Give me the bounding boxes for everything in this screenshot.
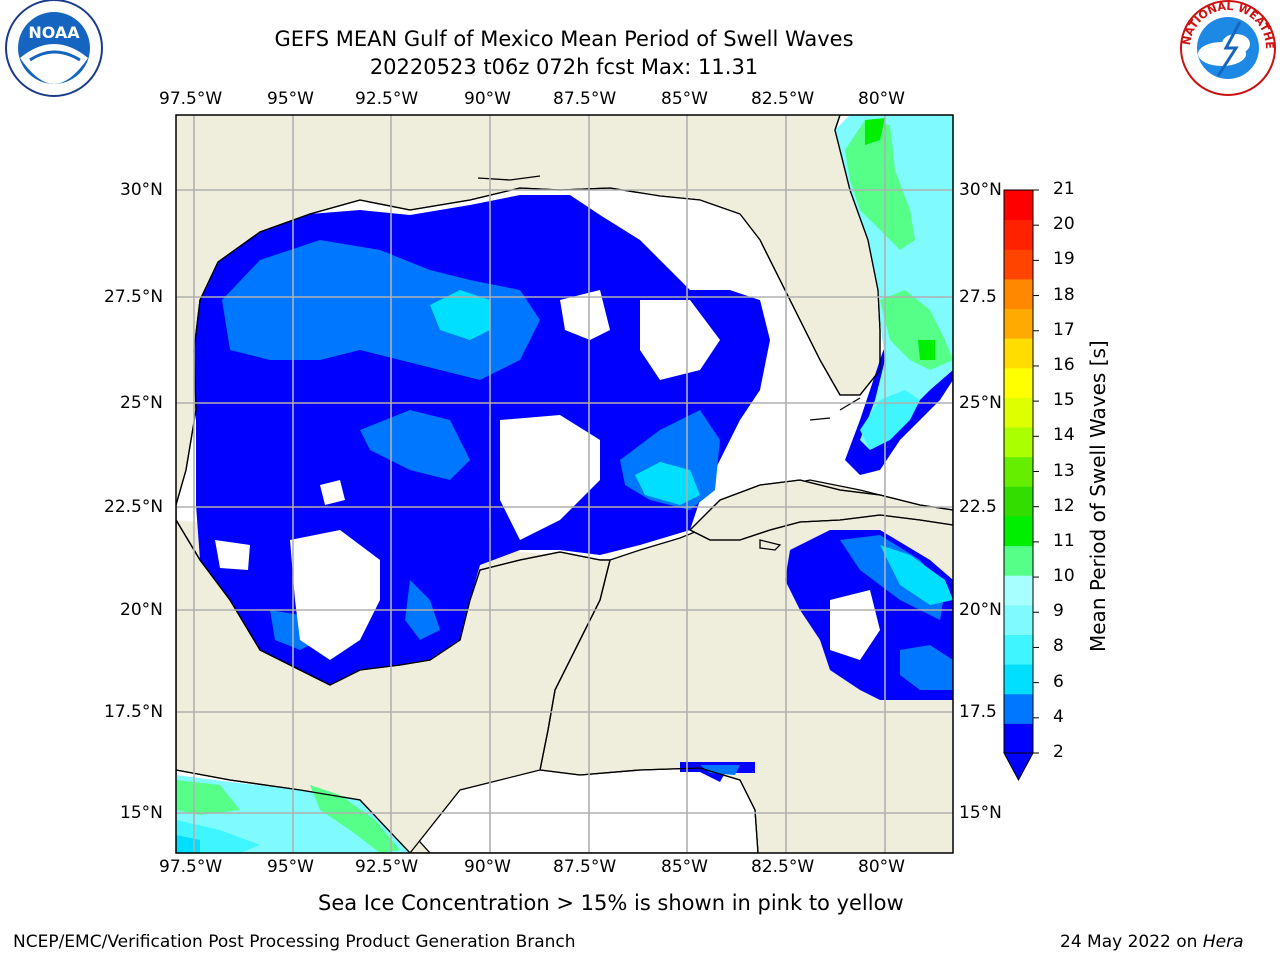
lat-label-right-1: 27.5 [959, 287, 997, 307]
colorbar-tick-label: 6 [1053, 671, 1064, 692]
swell-field-gulf [194, 190, 775, 685]
lon-label-top-2: 92.5°W [355, 89, 419, 109]
lon-label-bottom-5: 85°W [661, 857, 708, 877]
svg-text:NATIONAL WEATHER SERVICE: NATIONAL WEATHER SERVICE [0, 0, 1276, 49]
lat-label-left-2: 25°N [120, 393, 163, 413]
lon-label-top-4: 87.5°W [553, 89, 617, 109]
lat-label-left-6: 15°N [120, 803, 163, 823]
lat-label-right-5: 17.5 [959, 702, 997, 722]
map-area [176, 115, 953, 853]
colorbar-segment [1004, 664, 1033, 695]
colorbar-segment [1004, 367, 1033, 398]
lon-label-top-6: 82.5°W [751, 89, 815, 109]
lat-label-right-0: 30°N [959, 180, 1002, 200]
lat-label-right-6: 15°N [959, 803, 1002, 823]
map-frame [175, 114, 954, 854]
colorbar-tick-label: 9 [1053, 601, 1064, 622]
lon-label-bottom-7: 80°W [858, 857, 905, 877]
lat-label-left-3: 22.5°N [104, 497, 164, 517]
colorbar-tick-label: 8 [1053, 636, 1064, 657]
noaa-logo: NOAA [5, 0, 103, 97]
swell-field-atlantic [835, 115, 953, 475]
colorbar [1003, 189, 1039, 782]
nws-logo-text: NATIONAL WEATHER SERVICE [0, 0, 1276, 49]
colorbar-segment [1004, 545, 1033, 576]
colorbar-tick-label: 4 [1053, 706, 1064, 727]
colorbar-tick-label: 12 [1053, 495, 1075, 516]
lat-label-right-2: 25°N [959, 393, 1002, 413]
colorbar-segment [1004, 723, 1033, 754]
noaa-logo-text: NOAA [28, 23, 80, 42]
colorbar-tick-label: 18 [1053, 284, 1075, 305]
lat-label-right-4: 20°N [959, 600, 1002, 620]
lat-label-right-3: 22.5 [959, 497, 997, 517]
lon-label-top-0: 97.5°W [159, 89, 223, 109]
colorbar-segment [1004, 338, 1033, 369]
lat-label-left-4: 20°N [120, 600, 163, 620]
colorbar-segment [1004, 190, 1033, 221]
colorbar-segment [1004, 249, 1033, 280]
nws-logo: NATIONAL WEATHER SERVICE [0, 0, 1276, 96]
colorbar-tick-label: 16 [1053, 354, 1075, 375]
colorbar-label: Mean Period of Swell Waves [s] [1086, 340, 1110, 652]
colorbar-extend-arrow [1003, 752, 1034, 782]
colorbar-tick-label: 14 [1053, 425, 1075, 446]
colorbar-tick-label: 15 [1053, 390, 1075, 411]
colorbar-tick-label: 21 [1053, 179, 1075, 199]
lat-label-left-0: 30°N [120, 180, 163, 200]
colorbar-segment [1004, 486, 1033, 517]
colorbar-tick-label: 10 [1053, 566, 1075, 587]
footer-machine: Hera [1202, 932, 1244, 952]
lon-label-top-7: 80°W [858, 89, 905, 109]
lon-label-bottom-4: 87.5°W [553, 857, 617, 877]
colorbar-segment [1004, 456, 1033, 487]
lat-label-left-5: 17.5°N [104, 702, 164, 722]
lat-label-left-1: 27.5°N [104, 287, 164, 307]
gridlines [176, 115, 953, 853]
colorbar-tick-label: 17 [1053, 319, 1075, 340]
footer-date: 24 May 2022 on Hera [1060, 932, 1244, 952]
lon-label-top-5: 85°W [661, 89, 708, 109]
colorbar-segment [1004, 515, 1033, 547]
colorbar-tick-label: 11 [1053, 530, 1075, 551]
sea-ice-caption: Sea Ice Concentration > 15% is shown in … [318, 891, 904, 915]
colorbar-segment [1004, 308, 1033, 339]
colorbar-tick-label: 13 [1053, 460, 1075, 481]
lon-label-top-1: 95°W [267, 89, 314, 109]
colorbar-segment [1004, 278, 1033, 310]
chart-subtitle: 20220523 t06z 072h fcst Max: 11.31 [369, 55, 759, 79]
colorbar-segment [1004, 219, 1033, 250]
lon-label-bottom-2: 92.5°W [355, 857, 419, 877]
colorbar-segment [1004, 634, 1033, 665]
footer-branch: NCEP/EMC/Verification Post Processing Pr… [13, 932, 576, 952]
colorbar-tick-label: 20 [1053, 214, 1075, 235]
lon-label-bottom-0: 97.5°W [159, 857, 223, 877]
chart-title: GEFS MEAN Gulf of Mexico Mean Period of … [274, 27, 854, 51]
footer-date-text: 24 May 2022 on [1060, 932, 1198, 952]
colorbar-segment [1004, 604, 1033, 635]
colorbar-tick-label: 19 [1053, 249, 1075, 270]
colorbar-segment [1004, 693, 1033, 724]
swell-field-caribbean [680, 530, 953, 782]
colorbar-segment [1004, 427, 1033, 458]
lon-label-bottom-6: 82.5°W [751, 857, 815, 877]
colorbar-segment [1004, 397, 1033, 428]
colorbar-segment [1004, 575, 1033, 606]
lon-label-top-3: 90°W [464, 89, 511, 109]
lon-label-bottom-3: 90°W [464, 857, 511, 877]
lon-label-bottom-1: 95°W [267, 857, 314, 877]
colorbar-tick-label: 2 [1053, 742, 1064, 762]
